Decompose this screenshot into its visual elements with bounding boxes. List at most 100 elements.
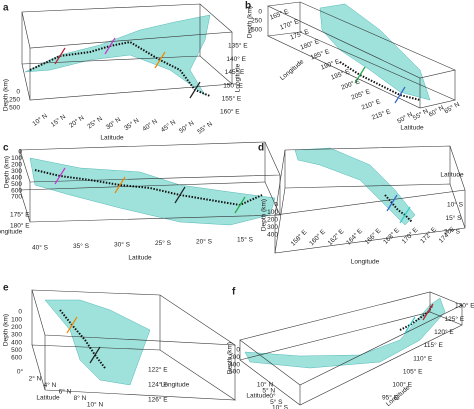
tick-label: 25° S (155, 239, 172, 247)
tick-label: 100° E (392, 381, 412, 389)
tick-label: 100 (267, 209, 278, 216)
axis-label: Longitude (279, 58, 306, 82)
profile-line (54, 47, 66, 65)
axis-label: Depth (km) (247, 6, 254, 38)
profile-line (104, 37, 116, 55)
panel-label: b (245, 1, 251, 12)
tick-label: 200 (229, 354, 240, 361)
tick-label: 10° N (87, 401, 104, 409)
tick-label: 130° E (455, 302, 474, 310)
panel-label: d (258, 143, 264, 154)
profile-line (89, 346, 101, 364)
tick-label: 55° N (196, 120, 214, 136)
seismicity (59, 309, 106, 369)
tick-label: 500 (251, 27, 262, 34)
tick-label: 2° N (29, 374, 42, 382)
tick-label: 200 (11, 324, 22, 331)
tick-label: 185° E (309, 47, 331, 61)
tick-label: 115° E (424, 341, 444, 349)
tick-label: 200° E (340, 77, 362, 91)
tick-label: 158° E (289, 228, 309, 248)
seismicity (339, 61, 421, 101)
axis-label: Depth (km) (3, 79, 10, 111)
tick-label: 110° E (413, 354, 433, 362)
tick-label: 20° N (68, 113, 86, 129)
profile-line (154, 51, 166, 69)
panel-label: e (3, 283, 9, 294)
tick-label: 0° (269, 392, 276, 400)
axis-label: Depth (km) (3, 314, 10, 346)
tick-label: 205° E (350, 87, 372, 101)
slab-surface (319, 3, 431, 101)
tick-label: 5° S (270, 398, 283, 406)
tick-label: 215° E (371, 107, 393, 121)
tick-label: 5° N (262, 386, 275, 394)
axis-label: Latitude (100, 135, 124, 142)
tick-label: 10° N (257, 381, 274, 389)
tick-label: 700 (11, 194, 22, 201)
profile-line (189, 81, 201, 99)
slab-surface (24, 14, 211, 96)
tick-label: 6° N (59, 388, 72, 396)
tick-label: 500 (11, 347, 22, 354)
profile-line (394, 86, 406, 104)
axis-label: Longitude (161, 382, 190, 389)
axis-label: Longitude (235, 63, 242, 92)
tick-label: 124° E (148, 381, 168, 389)
tick-label: 10° S (272, 404, 289, 409)
tick-label: 15° S (446, 214, 463, 222)
tick-label: 30° S (114, 241, 131, 249)
tick-label: 164° E (344, 227, 364, 247)
tick-label: 0 (18, 149, 22, 156)
profile-line (354, 66, 366, 84)
panel-label: c (3, 143, 9, 154)
tick-label: 30° N (104, 115, 122, 131)
tick-label: 122° E (148, 366, 168, 374)
axis-label: Latitude (246, 393, 270, 400)
profile-line (386, 194, 398, 212)
panel-label: a (3, 3, 9, 14)
seismicity (399, 305, 433, 331)
tick-label: 35° S (73, 242, 90, 250)
tick-label: 400 (267, 232, 278, 239)
tick-label: 200 (267, 217, 278, 224)
box-top (239, 291, 463, 386)
profile-line (66, 316, 78, 334)
profile-line (174, 186, 186, 204)
tick-label: 400 (229, 361, 240, 368)
tick-label: 0° (17, 368, 24, 376)
tick-label: 25° N (86, 114, 104, 130)
tick-label: 15° S (237, 236, 254, 244)
seismicity (29, 40, 211, 97)
tick-label: 140° E (226, 55, 246, 63)
tick-label: 180° E (299, 37, 321, 51)
tick-label: 4° N (44, 381, 57, 389)
tick-label: 50° N (396, 110, 414, 125)
slab-surface (44, 299, 151, 386)
tick-label: 168° E (381, 226, 401, 246)
tick-label: 20° S (196, 237, 213, 245)
axis-label: Depth (km) (227, 342, 234, 374)
tick-label: 600 (229, 369, 240, 376)
axis-label: Latitude (128, 255, 152, 262)
tick-label: 145° E (225, 68, 245, 76)
tick-label: 126° E (148, 396, 168, 404)
profile-line (234, 196, 246, 214)
tick-label: 500 (9, 105, 20, 112)
tick-label: 95° E (382, 394, 399, 402)
tick-label: 500 (11, 181, 22, 188)
tick-label: 600 (11, 187, 22, 194)
tick-label: 40° S (32, 244, 49, 252)
axis-label: Depth (km) (261, 199, 268, 231)
axis-label: Longitude (351, 259, 380, 266)
tick-label: 120° E (434, 328, 454, 336)
tick-label: 45° N (159, 118, 177, 134)
tick-label: 175° E (10, 211, 30, 219)
tick-label: 50° N (178, 119, 196, 135)
